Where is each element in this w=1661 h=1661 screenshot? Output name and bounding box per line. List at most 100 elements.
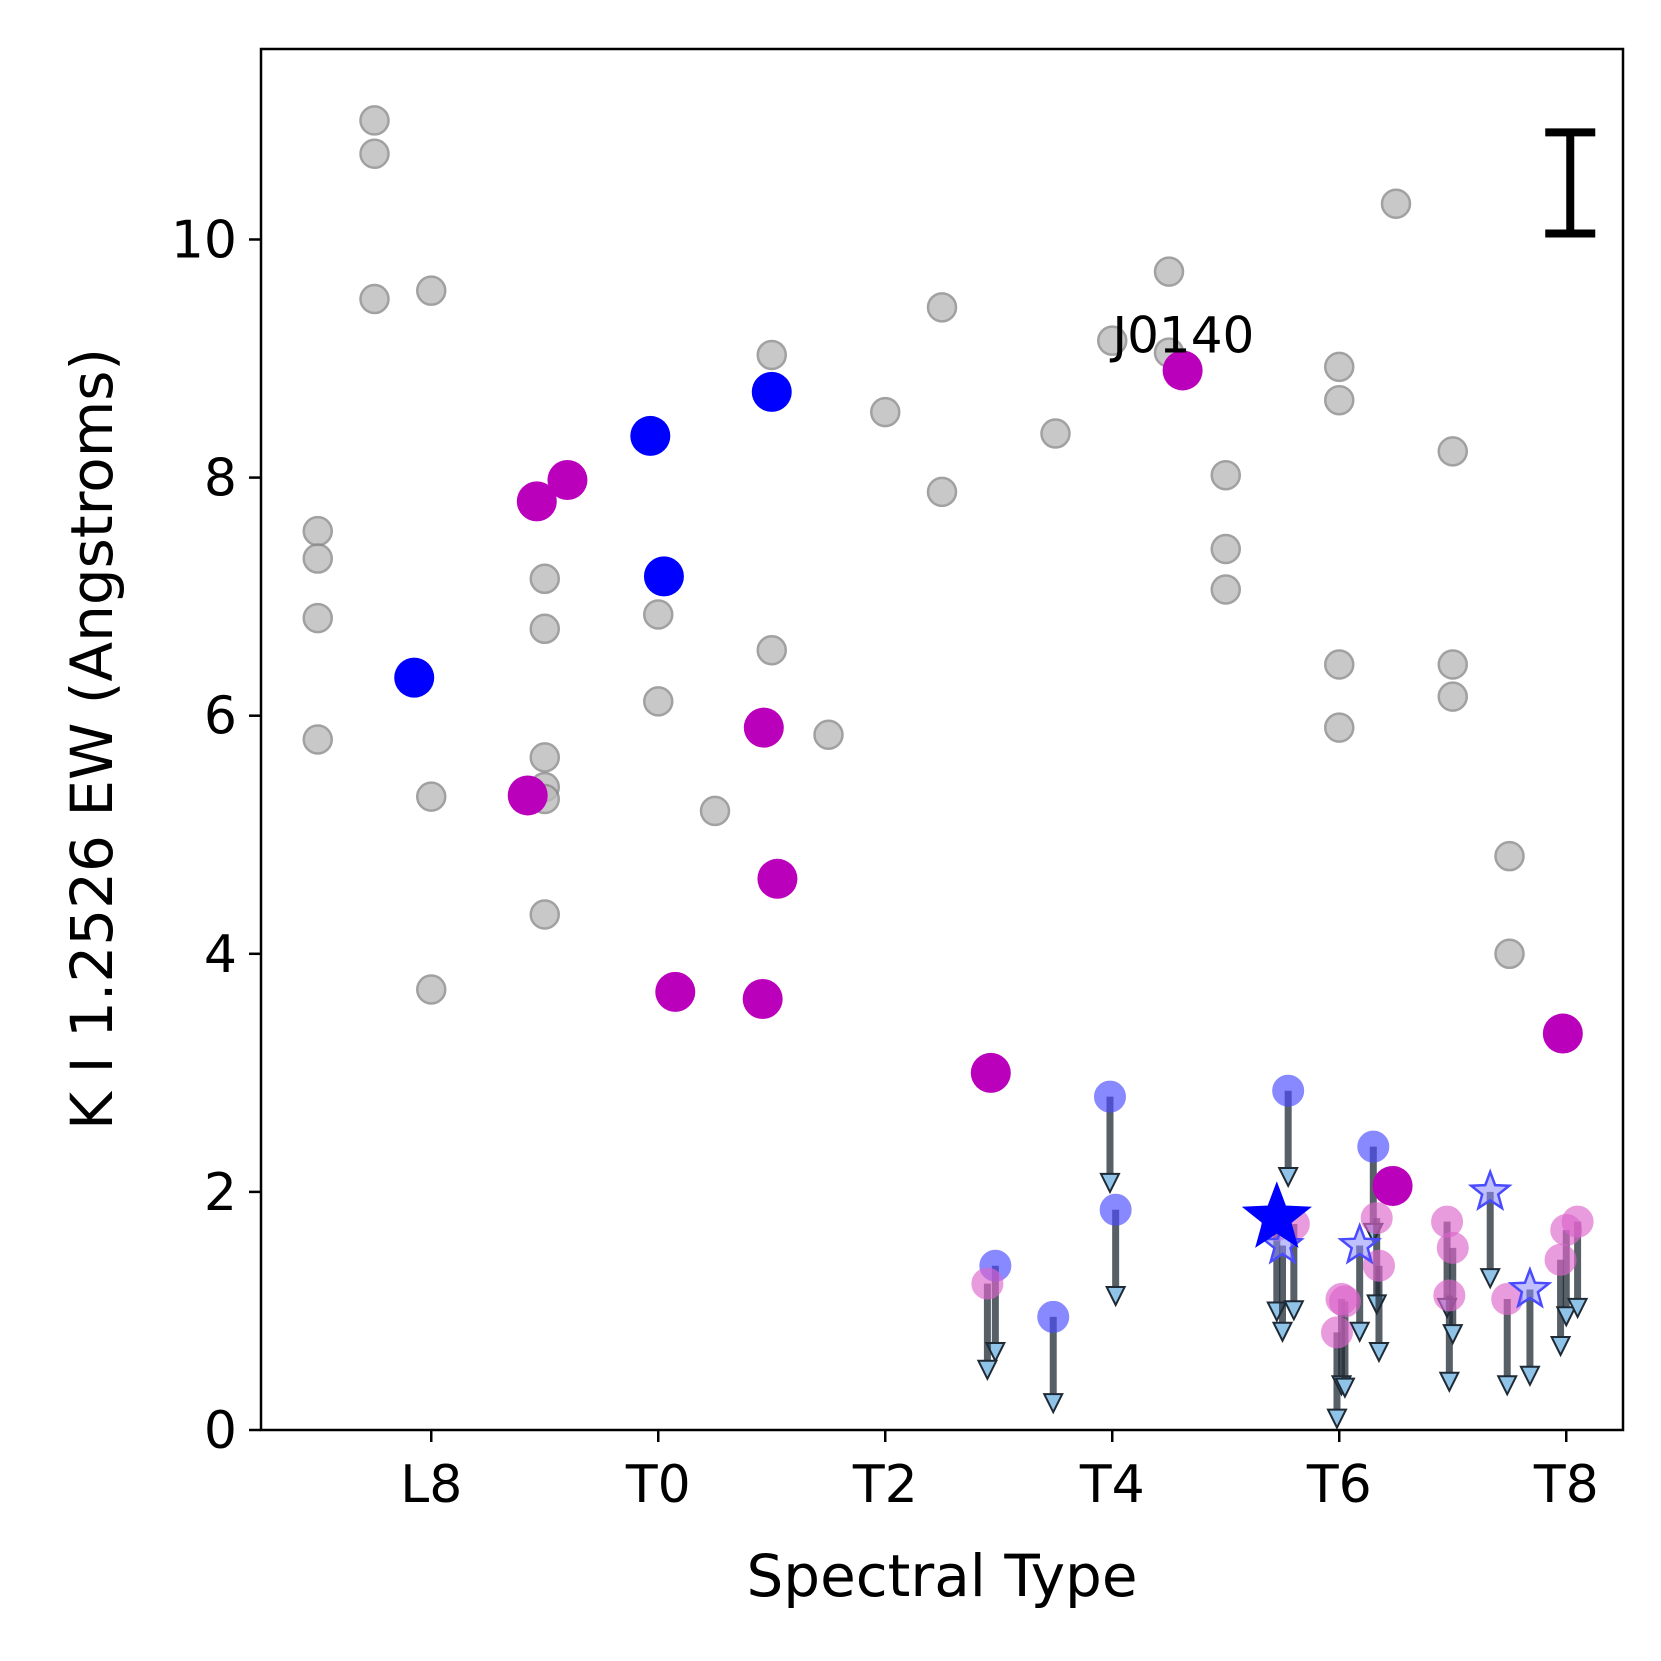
star-limit-point [1507,1265,1553,1309]
comparison-point [1437,436,1468,467]
arrow-head [1442,1324,1464,1346]
star-limit-point [1467,1168,1513,1211]
x-tick-label: T6 [1306,1455,1372,1515]
comparison-point [1437,681,1468,712]
comparison-point [529,613,560,645]
x-tick-label: L8 [400,1455,462,1515]
annotation-label: J0140 [1109,307,1254,365]
y-axis-label: K I 1.2526 EW (Angstroms) [58,348,126,1130]
comparison-point [1324,712,1355,743]
comparison-point [359,138,390,170]
comparison-point [926,292,958,323]
magenta-detections-point [1162,350,1203,391]
arrow-head [1566,1297,1589,1320]
star-limit-point [1337,1221,1383,1265]
y-tick-label: 2 [204,1163,237,1223]
arrow-head [1368,1341,1390,1364]
comparison-point [1153,256,1185,287]
blue-detections-point [643,556,684,597]
arrow-head [1277,1166,1299,1189]
comparison-point [699,795,731,827]
blue-upper-limits-point [1272,1074,1305,1107]
magenta-detections-point [757,858,798,899]
comparison-point [1494,938,1525,970]
x-tick-label: T4 [1079,1455,1145,1515]
magenta-detections-point [1372,1165,1413,1206]
comparison-point [1380,188,1412,220]
arrow-head [1042,1393,1064,1415]
blue-upper-limits-point [1037,1300,1070,1333]
x-tick-label: T0 [625,1455,691,1515]
y-tick-label: 0 [204,1401,237,1461]
magenta-upper-limits-point [1431,1205,1464,1238]
magenta-upper-limits-point [1433,1279,1466,1312]
upper-limit-arrow [1479,1191,1501,1290]
comparison-point [302,515,333,547]
arrow-head [1105,1286,1127,1308]
magenta-upper-limits-point [1328,1285,1361,1318]
comparison-point [359,105,390,136]
arrow-head [1326,1408,1348,1430]
upper-limit-arrow [1349,1245,1371,1343]
arrow-head [1438,1371,1460,1393]
arrow-head [1519,1365,1541,1387]
x-tick-label: T8 [1533,1455,1599,1515]
comparison-point [302,602,333,634]
blue-detections-point [630,415,671,456]
plot-frame [259,47,1625,1432]
magenta-detections-point [547,459,588,500]
y-axis-ticks: 0 2 4 6 8 10 [171,210,261,1461]
comparison-point [870,396,901,428]
comparison-point [416,275,447,306]
magenta-upper-limits-point [1544,1243,1577,1276]
upper-limit-arrow [1519,1289,1541,1387]
x-axis-label: Spectral Type [746,1542,1137,1610]
magenta-detections-point [742,979,783,1020]
x-axis-ticks: L8 T0 T2 T4 T6 T8 [400,1430,1599,1515]
magenta-upper-limits-point [1360,1202,1393,1235]
magenta-detections-point [1542,1013,1583,1054]
comparison-point [529,563,560,595]
y-tick-label: 10 [171,210,237,270]
arrow-head [1099,1172,1121,1195]
comparison-point [302,543,333,574]
magenta-detections-point [507,775,548,816]
magenta-upper-limits-point [971,1267,1004,1300]
comparison-point [926,476,958,508]
y-tick-label: 6 [204,687,237,747]
comparison-point [643,686,674,717]
blue-upper-limits-point [1357,1130,1390,1163]
magenta-detections-point [516,481,557,522]
comparison-point [813,719,844,750]
blue-detections-point [751,371,792,412]
comparison-point [302,724,333,755]
comparison-point [416,781,447,812]
upper-limit-arrow [1271,1245,1294,1343]
x-tick-label: T2 [852,1455,918,1515]
blue-detections-point [394,657,435,698]
magenta-detections-point [970,1052,1011,1093]
comparison-point [756,339,787,371]
comparison-point [1437,649,1468,680]
comparison-point [416,974,447,1005]
arrow-head [976,1359,999,1382]
plot-marks [302,105,1594,1430]
arrow-head [1334,1377,1356,1399]
arrow-head [1271,1321,1294,1343]
comparison-point [1494,840,1525,872]
comparison-point [1324,351,1355,383]
comparison-point [359,283,390,315]
comparison-point [529,742,560,773]
comparison-point [1210,533,1241,565]
error-bar [1545,128,1596,238]
blue-upper-limits-point [1093,1080,1126,1113]
blue-upper-limits-point [1099,1193,1132,1226]
arrow-head [1496,1375,1518,1397]
comparison-point [1210,459,1241,491]
arrow-head [1349,1321,1371,1343]
magenta-upper-limits-point [1561,1205,1594,1238]
magenta-upper-limits-point [1436,1231,1469,1264]
magenta-upper-limits-point [1320,1316,1353,1349]
annotations: J0140 [1109,307,1254,365]
y-tick-label: 8 [204,449,237,509]
